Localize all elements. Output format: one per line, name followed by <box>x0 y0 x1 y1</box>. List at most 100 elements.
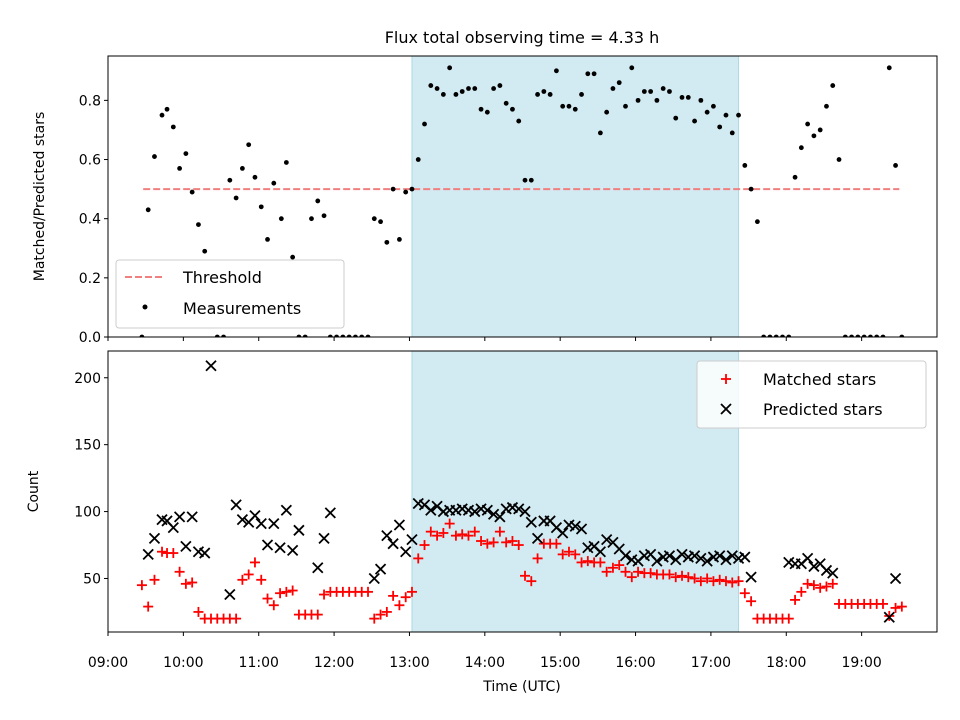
matched-star-point <box>670 572 681 583</box>
bottom-x-tick-label: 12:00 <box>314 655 354 671</box>
legend-matched-swatch <box>721 374 731 384</box>
matched-star-point <box>563 546 574 557</box>
measurement-point <box>170 124 176 130</box>
matched-star-point <box>319 589 330 600</box>
predicted-star-point <box>374 563 387 575</box>
predicted-star-point <box>676 548 688 561</box>
matched-star-point <box>312 609 323 620</box>
measurement-point <box>861 334 867 337</box>
predicted-star-point <box>425 504 437 516</box>
bottom-x-tick-label: 14:00 <box>465 655 505 671</box>
predicted-star-point <box>167 521 179 534</box>
observing-span-bottom <box>411 350 740 633</box>
measurement-point <box>258 204 264 210</box>
measurement-point <box>466 86 471 91</box>
measurement-point <box>321 213 327 219</box>
measurement-point <box>252 174 258 180</box>
measurement-point <box>139 334 145 337</box>
measurement-point <box>554 68 559 74</box>
measurement-point <box>447 65 453 71</box>
measurement-point <box>535 92 540 97</box>
measurement-point <box>221 334 226 337</box>
matched-star-point <box>557 549 568 560</box>
predicted-star-point <box>274 542 286 554</box>
matched-star-point <box>494 526 505 537</box>
matched-star-point <box>551 538 562 549</box>
measurement-point <box>183 151 189 157</box>
legend-matched-label: Matched stars <box>763 370 876 389</box>
matched-star-point <box>450 530 461 541</box>
measurement-point <box>422 121 427 127</box>
predicted-star-point <box>820 564 833 577</box>
matched-star-point <box>708 576 719 587</box>
predicted-star-point <box>268 517 280 530</box>
predicted-star-point <box>651 555 663 567</box>
predicted-star-point <box>249 509 261 522</box>
matched-star-point <box>815 582 826 593</box>
measurement-point <box>315 198 321 204</box>
predicted-star-point <box>575 523 588 535</box>
matched-star-point <box>375 609 386 620</box>
matched-star-point <box>890 602 901 613</box>
measurement-point <box>283 160 289 165</box>
measurement-point <box>767 334 773 337</box>
measurement-point <box>660 86 666 91</box>
bottom-y-tick-label: 50 <box>83 571 101 587</box>
measurement-point <box>685 95 691 100</box>
matched-star-point <box>268 600 279 611</box>
top-legend: Threshold Measurements <box>115 259 345 329</box>
measurement-point <box>641 89 647 94</box>
measurement-point <box>654 97 660 103</box>
matched-star-point <box>394 600 405 611</box>
measurement-point <box>164 106 170 112</box>
predicted-star-points <box>142 360 902 623</box>
predicted-star-point <box>255 517 267 530</box>
matched-star-point <box>620 566 631 577</box>
measurement-point <box>855 334 861 337</box>
measurement-point <box>623 103 628 109</box>
matched-star-point <box>714 574 725 585</box>
matched-star-point <box>513 540 524 551</box>
bottom-x-axis: 09:00 10:00 11:00 12:00 13:00 14:00 15:00 16:00… <box>88 632 882 671</box>
matched-star-point <box>796 586 807 597</box>
matched-star-point <box>381 606 392 617</box>
measurement-point <box>560 103 566 109</box>
measurement-point <box>792 174 798 180</box>
measurement-point <box>893 163 898 168</box>
matched-star-point <box>400 592 411 603</box>
predicted-star-point <box>224 588 236 601</box>
matched-star-point <box>187 577 198 588</box>
matched-star-point <box>526 576 537 587</box>
predicted-star-point <box>199 547 211 559</box>
matched-star-point <box>739 588 750 599</box>
matched-star-point <box>463 530 474 541</box>
measurement-point <box>428 83 434 88</box>
predicted-star-point <box>688 550 701 562</box>
matched-star-point <box>363 586 374 597</box>
measurement-point <box>579 92 584 97</box>
measurement-point <box>390 186 396 192</box>
matched-star-point <box>808 580 819 591</box>
measurement-point <box>334 334 340 337</box>
measurement-point <box>886 65 892 71</box>
measurement-point <box>824 103 829 109</box>
top-legend-box <box>115 259 345 329</box>
bottom-x-tick-label: 11:00 <box>239 655 279 671</box>
measurement-point <box>868 334 873 337</box>
measurement-point <box>302 334 308 337</box>
matched-star-point <box>501 537 512 548</box>
predicted-star-point <box>739 551 751 563</box>
predicted-star-point <box>701 555 713 567</box>
predicted-star-point <box>186 511 198 523</box>
matched-star-point <box>287 585 298 596</box>
predicted-star-point <box>808 560 820 573</box>
top-y-tick-label: 0.4 <box>79 212 101 228</box>
predicted-star-point <box>381 530 393 542</box>
matched-star-points <box>136 518 907 624</box>
observing-span-top-band <box>411 55 740 338</box>
legend-measurements-swatch <box>142 304 148 310</box>
matched-star-point <box>256 574 267 585</box>
predicted-star-point <box>287 544 299 557</box>
measurement-point <box>403 189 409 195</box>
